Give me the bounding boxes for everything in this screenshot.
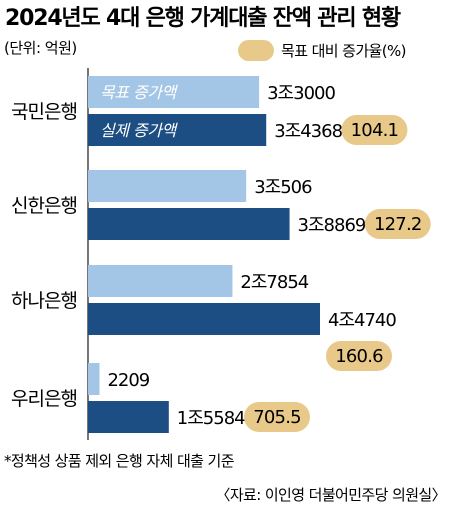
footnote: *정책성 상품 제외 은행 자체 대출 기준 [4,452,235,470]
pct-pill-shinhan [364,209,431,239]
value-label-target-hana: 2조7854 [240,272,308,293]
bar-target-kb [88,76,260,108]
pct-pill-woori [244,402,311,432]
legend-inbar-target: 목표 증가액 [100,83,178,102]
bar-target-hana [88,265,233,297]
bar-actual-kb [88,114,267,146]
pct-pill-hana [326,341,392,371]
value-label-actual-shinhan: 3조8869 [298,215,366,236]
legend-pct-label: 목표 대비 증가율(%) [281,42,406,60]
category-label-hana: 하나은행 [11,290,77,312]
category-label-woori: 우리은행 [11,388,77,410]
pct-pill-kb [341,115,408,145]
bar-actual-shinhan [88,208,290,240]
bar-actual-woori [88,401,169,433]
value-label-actual-kb: 3조4368 [274,121,342,142]
value-label-target-woori: 2209 [107,370,149,391]
bar-actual-hana [88,303,320,335]
value-label-target-kb: 3조3000 [267,83,335,104]
value-label-target-shinhan: 3조506 [254,177,312,198]
legend-inbar-actual: 실제 증가액 [100,121,178,140]
pct-label-kb: 104.1 [351,120,399,141]
bar-target-shinhan [88,170,247,202]
bar-target-woori [88,363,100,395]
legend-pct-swatch [238,40,274,61]
pct-label-hana: 160.6 [335,346,383,367]
unit-label: (단위: 억원) [4,39,77,57]
category-label-shinhan: 신한은행 [11,195,77,217]
pct-label-woori: 705.5 [253,407,301,428]
bars-layer: 국민은행 목표 증가액 3조3000 실제 증가액 3조4368 104.1 신한은행 3조5… [11,76,431,433]
category-label-kb: 국민은행 [11,101,77,123]
source-note: 〈자료: 이인영 더불어민주당 의원실〉 [215,486,446,504]
pct-label-shinhan: 127.2 [374,214,422,235]
value-label-actual-woori: 1조5584 [177,408,245,429]
chart-title: 2024년도 4대 은행 가계대출 잔액 관리 현황 [5,6,401,31]
value-label-actual-hana: 4조4740 [328,310,396,331]
